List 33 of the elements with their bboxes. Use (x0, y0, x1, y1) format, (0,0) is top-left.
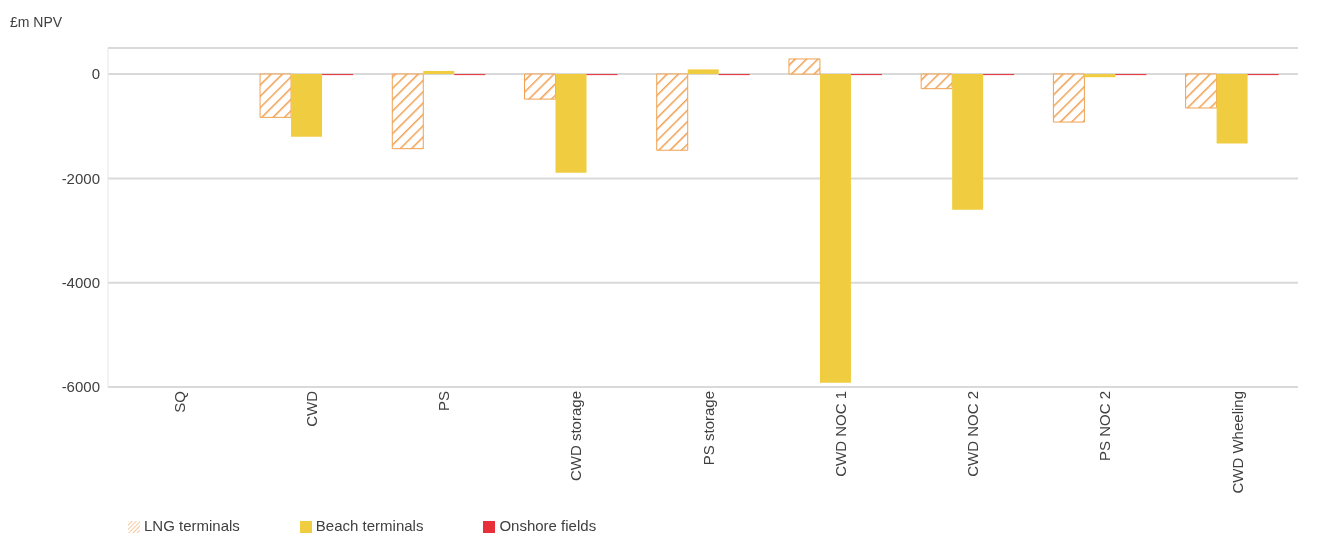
legend-label: Beach terminals (315, 517, 424, 534)
x-tick-label: PS (435, 391, 453, 412)
bar (391, 73, 424, 150)
bar (656, 73, 689, 151)
legend-label: LNG terminals (144, 517, 240, 534)
bar (819, 74, 851, 383)
bar (1185, 73, 1218, 109)
bar (687, 69, 719, 75)
x-tick-label: CWD (302, 390, 320, 427)
bar (1084, 74, 1116, 78)
bar (423, 70, 455, 75)
bar (291, 74, 323, 137)
y-tick-label: -4000 (61, 274, 100, 292)
bar (920, 73, 953, 90)
x-tick-label: PS storage (699, 391, 717, 466)
bar (952, 74, 984, 210)
x-tick-label: CWD NOC 2 (964, 391, 982, 477)
y-tick-label: -6000 (61, 378, 100, 396)
x-tick-label: CWD NOC 1 (831, 391, 849, 477)
x-tick-label: CWD storage (567, 391, 585, 482)
y-tick-label: 0 (91, 65, 100, 83)
bar (555, 74, 587, 173)
y-axis-title: £m NPV (10, 14, 63, 30)
bar (788, 58, 821, 75)
bar (524, 73, 556, 100)
x-tick-label: SQ (170, 391, 188, 413)
x-tick-label: CWD Wheeling (1228, 391, 1246, 494)
bar (259, 73, 292, 118)
bar (1052, 73, 1085, 123)
x-tick-label: PS NOC 2 (1096, 391, 1114, 462)
y-tick-label: -2000 (61, 169, 100, 187)
legend-label: Onshore fields (499, 517, 597, 534)
bar (1216, 74, 1248, 144)
